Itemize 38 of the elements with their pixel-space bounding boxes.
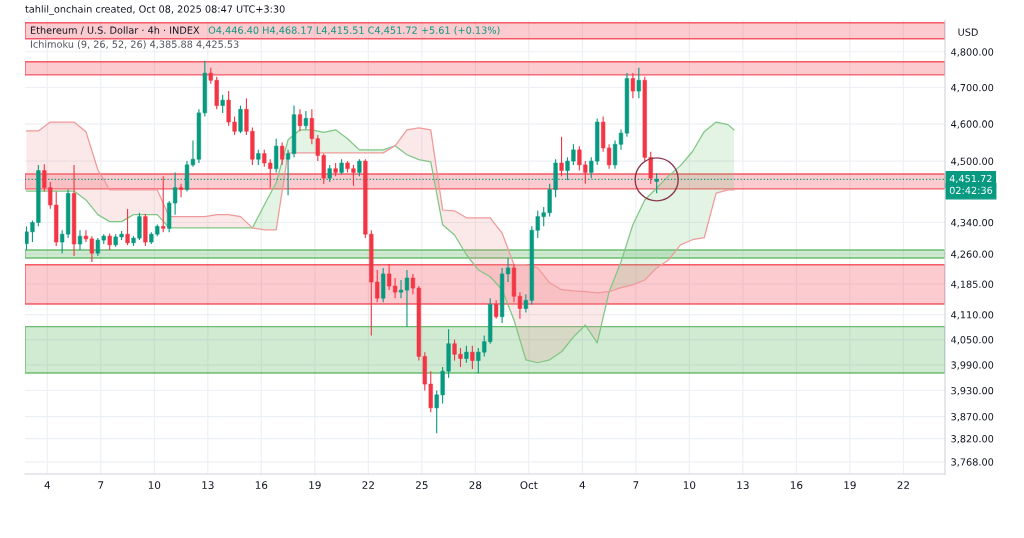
x-tick-label: 7 [98, 481, 104, 489]
y-tick-label: 3,930.00 [951, 387, 994, 396]
x-tick-label: 16 [790, 481, 803, 490]
x-tick-label: 7 [633, 481, 639, 489]
y-tick-label: 3,870.00 [951, 413, 994, 422]
ref-line-label: 4,451.72 [949, 174, 992, 184]
y-tick-label: 3,990.00 [951, 361, 994, 370]
y-tick-label: 4,800.00 [951, 48, 994, 57]
y-tick-label: 4,110.00 [951, 311, 994, 320]
y-tick-label: 4,700.00 [951, 83, 994, 93]
text: tahlil_onchain created, Oct 08, 2025 08:47 UTC+3:30 [25, 5, 285, 15]
x-tick-label: 10 [148, 481, 161, 490]
x-tick-label: 22 [897, 481, 909, 489]
x-tick-label: 25 [415, 481, 428, 490]
text: Ethereum / U.S. Dollar · 4h · INDEX [30, 26, 200, 35]
x-tick-label: 13 [737, 481, 749, 490]
text: 02:42:36 [949, 186, 993, 195]
x-tick-label: 13 [202, 481, 214, 490]
y-tick-label: 4,185.00 [951, 280, 994, 289]
annotation: Ichimoku (9, 26, 52, 26) 4,385.88 4,425.53 [30, 40, 239, 49]
y-tick-label: 4,500.00 [951, 157, 994, 166]
y-tick-label: 4,340.00 [951, 218, 994, 228]
x-tick-label: 16 [255, 481, 268, 490]
y-tick-label: 3,820.00 [951, 435, 994, 444]
y-tick-label: 3,768.00 [951, 458, 994, 467]
y-axis-title: USD [958, 28, 978, 36]
y-tick-label: 4,050.00 [951, 336, 994, 345]
x-tick-label: 19 [309, 481, 321, 490]
x-tick-label: 22 [362, 481, 374, 489]
x-tick-label: 28 [469, 481, 482, 490]
x-tick-label: Oct [520, 481, 538, 490]
y-tick-label: 4,600.00 [951, 120, 994, 129]
x-tick-label: 10 [683, 481, 696, 490]
x-tick-label: 4 [579, 481, 586, 489]
text: O4,446.40 H4,468.17 L4,415.51 C4,451.72 +5.61 (+0.13%) [208, 26, 500, 35]
x-tick-label: 4 [44, 481, 51, 489]
y-tick-label: 4,260.00 [951, 250, 994, 259]
x-tick-label: 19 [844, 481, 856, 490]
